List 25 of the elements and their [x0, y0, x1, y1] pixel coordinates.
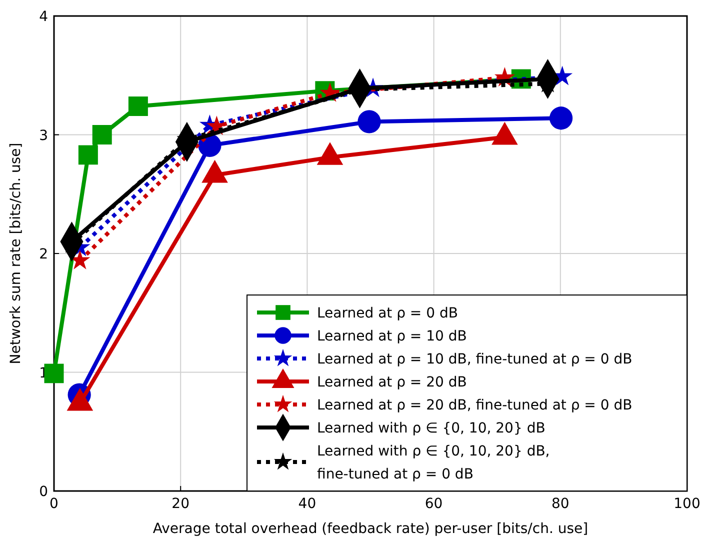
legend-label: Learned at ρ = 20 dB [317, 374, 467, 390]
y-axis-title: Network sum rate [bits/ch. use] [8, 142, 24, 364]
y-tick-label: 2 [39, 246, 48, 262]
point [92, 125, 112, 144]
legend-label: Learned at ρ = 0 dB [317, 306, 458, 322]
x-tick-label: 0 [50, 496, 58, 512]
x-tick-label: 60 [424, 496, 443, 512]
point [549, 106, 573, 130]
x-axis-title: Average total overhead (feedback rate) per-user [bits/ch. use] [152, 521, 588, 537]
y-tick-label: 3 [39, 128, 48, 144]
y-tick-label: 4 [39, 9, 48, 25]
point [358, 110, 381, 134]
x-tick-label: 40 [298, 496, 316, 512]
legend-label: Learned at ρ = 10 dB [317, 328, 467, 344]
point [128, 96, 148, 116]
legend-label: Learned at ρ = 20 dB, fine-tuned at ρ = 0 dB [317, 398, 632, 414]
legend-label: Learned at ρ = 10 dB, fine-tuned at ρ = 0 dB [317, 352, 632, 368]
legend-label: Learned with ρ ∈ {0, 10, 20} dB [317, 420, 546, 436]
x-tick-label: 100 [674, 496, 700, 512]
legend-label: Learned with ρ ∈ {0, 10, 20} dB, fine-tuned at ρ = 0 dB [317, 444, 550, 482]
point [78, 145, 98, 165]
point [44, 364, 64, 384]
x-tick-label: 20 [172, 496, 190, 512]
x-tick-label: 80 [551, 496, 570, 512]
y-tick-label: 0 [39, 484, 48, 500]
